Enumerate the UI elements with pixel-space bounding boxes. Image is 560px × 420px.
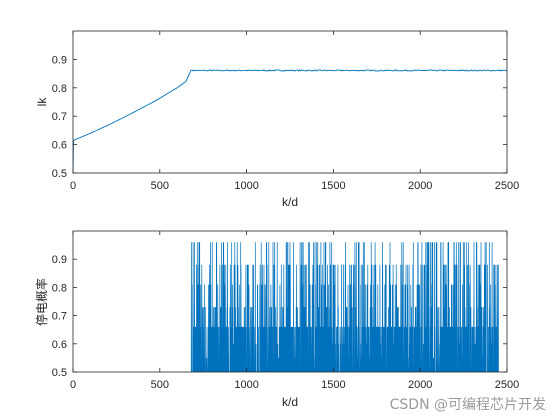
x-tick-label: 1500 [321,180,345,192]
top-axes-box [72,30,508,174]
bottom-axes: 0 500 1000 1500 2000 2500 0.5 0.6 0.7 0.8 0.9 k/d… [34,230,519,409]
top-series-line [73,69,507,173]
x-tick-label: 0 [70,379,76,391]
watermark-text: CSDN @可编程芯片开发 [389,397,546,413]
x-tick-label: 0 [70,180,76,192]
x-tick-label: 500 [151,180,169,192]
x-tick-label: 500 [151,379,169,391]
y-tick-label: 0.5 [52,367,67,379]
series-line [73,69,507,173]
y-tick-label: 0.7 [52,311,67,323]
x-tick-label: 2500 [495,379,519,391]
top-y-axis-label: lk [35,97,49,107]
bottom-series-line [190,242,499,372]
bottom-y-ticks: 0.5 0.6 0.7 0.8 0.9 [52,254,507,379]
y-tick-label: 0.9 [52,54,67,66]
x-tick-label: 2000 [408,180,432,192]
top-x-axis-label: k/d [282,195,298,209]
y-tick-label: 0.9 [52,254,67,266]
bottom-y-axis-label: 停电概率 [34,278,49,326]
y-tick-label: 0.8 [52,83,67,95]
y-tick-label: 0.7 [52,111,67,123]
y-tick-label: 0.5 [52,168,67,180]
y-tick-label: 0.6 [52,339,67,351]
bottom-x-axis-label: k/d [282,395,298,409]
x-tick-label: 2000 [408,379,432,391]
y-tick-label: 0.6 [52,140,67,152]
x-tick-label: 1000 [234,379,258,391]
bottom-x-ticks: 0 500 1000 1500 2000 2500 [70,231,519,391]
x-tick-label: 1500 [321,379,345,391]
y-tick-label: 0.8 [52,282,67,294]
top-axes: 0 500 1000 1500 2000 2500 0.5 0.6 0.7 0.8 0.9 k/d… [35,30,519,209]
bottom-axes-box [72,230,508,373]
top-plot-area [73,31,507,173]
x-tick-label: 2500 [495,180,519,192]
x-tick-label: 1000 [234,180,258,192]
top-x-ticks: 0 500 1000 1500 2000 2500 [70,31,519,192]
top-y-ticks: 0.5 0.6 0.7 0.8 0.9 [52,54,507,180]
series-line [190,242,499,372]
